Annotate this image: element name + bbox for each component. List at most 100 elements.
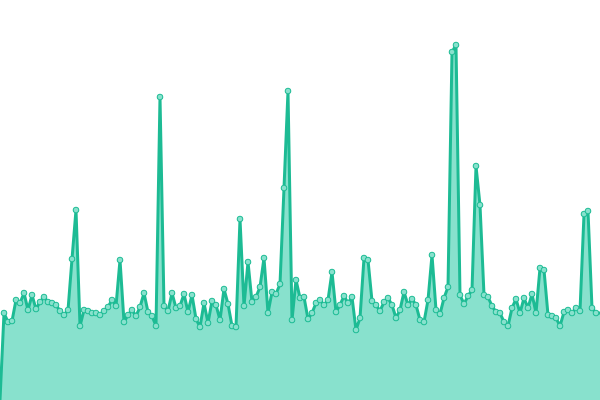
point [292, 276, 300, 284]
point [236, 215, 244, 223]
point [428, 251, 436, 259]
point [248, 298, 256, 306]
point [112, 302, 120, 310]
point [184, 308, 192, 316]
point [124, 311, 132, 319]
point [284, 87, 292, 95]
point [196, 323, 204, 331]
point [476, 201, 484, 209]
point [520, 294, 528, 302]
point [168, 289, 176, 297]
point [144, 308, 152, 316]
point [120, 318, 128, 326]
point [588, 304, 596, 312]
point [412, 301, 420, 309]
point [456, 291, 464, 299]
point [512, 295, 520, 303]
point [244, 258, 252, 266]
point [404, 301, 412, 309]
point [392, 314, 400, 322]
point [356, 314, 364, 322]
point [204, 319, 212, 327]
point [156, 93, 164, 101]
point [300, 293, 308, 301]
point [352, 326, 360, 334]
point [316, 296, 324, 304]
point [180, 290, 188, 298]
point [20, 289, 28, 297]
point [388, 301, 396, 309]
point [384, 294, 392, 302]
point [540, 266, 548, 274]
point [252, 293, 260, 301]
point [308, 309, 316, 317]
point [408, 295, 416, 303]
point [516, 309, 524, 317]
point [200, 299, 208, 307]
point [240, 302, 248, 310]
point [8, 317, 16, 325]
point [16, 299, 24, 307]
point [208, 297, 216, 305]
point [24, 306, 32, 314]
point [152, 322, 160, 330]
point [216, 316, 224, 324]
point [332, 308, 340, 316]
point [400, 288, 408, 296]
point [148, 312, 156, 320]
point [468, 286, 476, 294]
point [256, 283, 264, 291]
point [220, 285, 228, 293]
point [0, 309, 8, 317]
point [304, 315, 312, 323]
point [340, 292, 348, 300]
point [552, 314, 560, 322]
point [60, 311, 68, 319]
point [260, 254, 268, 262]
point [336, 301, 344, 309]
point [96, 311, 104, 319]
point [192, 315, 200, 323]
point [500, 318, 508, 326]
point [176, 302, 184, 310]
point [64, 306, 72, 314]
point [188, 291, 196, 299]
point [128, 306, 136, 314]
point [40, 293, 48, 301]
point [372, 301, 380, 309]
point [56, 307, 64, 315]
point [288, 316, 296, 324]
point [396, 306, 404, 314]
point [472, 162, 480, 170]
point [324, 296, 332, 304]
area-fill [0, 45, 600, 400]
point [272, 290, 280, 298]
point [68, 255, 76, 263]
point [348, 293, 356, 301]
point [136, 303, 144, 311]
point [592, 309, 600, 317]
point [380, 298, 388, 306]
point [160, 302, 168, 310]
point [212, 301, 220, 309]
point [424, 296, 432, 304]
point [524, 304, 532, 312]
point [328, 268, 336, 276]
point [432, 306, 440, 314]
point [420, 318, 428, 326]
point [224, 300, 232, 308]
point [132, 312, 140, 320]
point [508, 304, 516, 312]
point [444, 283, 452, 291]
point [488, 302, 496, 310]
point [116, 256, 124, 264]
point [320, 301, 328, 309]
point [496, 309, 504, 317]
point [36, 298, 44, 306]
point [452, 41, 460, 49]
point [484, 293, 492, 301]
point [108, 296, 116, 304]
point [344, 299, 352, 307]
